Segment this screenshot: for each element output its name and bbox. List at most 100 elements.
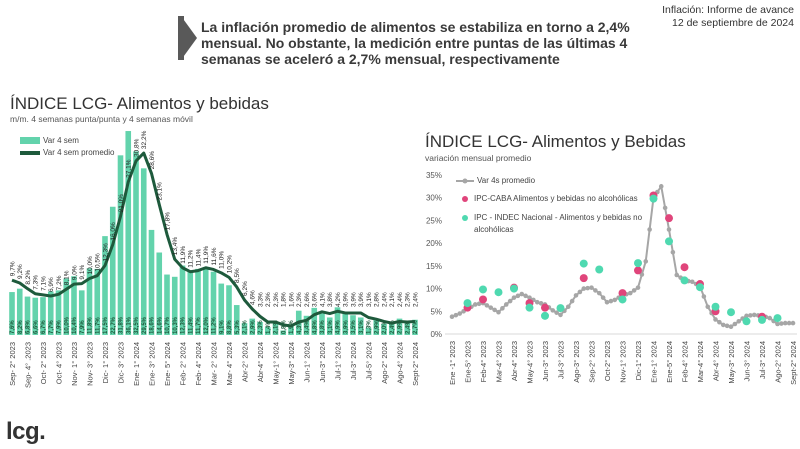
var-4s-promedio-point bbox=[732, 321, 738, 327]
line-value-label: 2,4% bbox=[397, 292, 404, 307]
line-value-label: 23,1% bbox=[157, 182, 164, 201]
bar-value-label: 3,1% bbox=[359, 320, 365, 334]
x-tick-label: Abr-4° 2024 bbox=[712, 341, 721, 381]
line-value-label: 12,3% bbox=[102, 243, 109, 262]
var-4s-promedio-point bbox=[786, 320, 792, 326]
x-tick-label: Jun-1° 2024 bbox=[303, 342, 312, 383]
bar bbox=[412, 319, 418, 335]
ipc-indec-point bbox=[618, 295, 627, 304]
bar-value-label: 6,8% bbox=[26, 320, 32, 334]
x-tick-label: Ene- 5° 2024 bbox=[163, 342, 172, 386]
var-4s-promedio-point bbox=[534, 299, 540, 305]
bar bbox=[264, 327, 271, 335]
legend-label: Var 4 sem promedio bbox=[43, 148, 115, 157]
line-value-label: 8,5% bbox=[234, 268, 241, 283]
bar bbox=[226, 285, 232, 335]
bar-value-label: 6,7% bbox=[41, 320, 47, 334]
bar bbox=[40, 297, 46, 335]
line-value-label: 2,6% bbox=[304, 292, 311, 307]
x-tick-label: Sept-2° 2024 bbox=[411, 342, 420, 386]
ipc-caba-point bbox=[634, 266, 642, 275]
x-tick-label: Feb- 4° 2024 bbox=[194, 342, 203, 385]
ipc-indec-point bbox=[727, 308, 735, 317]
lcg-logo: lcg. bbox=[6, 418, 46, 445]
ipc-indec-point bbox=[479, 285, 487, 294]
x-tick-label: Feb-4° 2023 bbox=[479, 341, 488, 382]
var-4s-promedio-point bbox=[639, 272, 645, 277]
bar bbox=[218, 283, 225, 335]
bar-value-label: 12,3% bbox=[181, 316, 187, 334]
bar bbox=[303, 315, 310, 335]
y-tick-label: 0% bbox=[430, 330, 442, 339]
line-value-label: 10,0% bbox=[87, 256, 94, 275]
bar-value-label: 2,0% bbox=[382, 320, 388, 334]
right-chart-legend: Var 4s promedio IPC-CABA Alimentos y beb… bbox=[456, 176, 656, 236]
line-value-label: 3,9% bbox=[358, 292, 365, 307]
line-value-label: 1,8% bbox=[281, 292, 288, 307]
x-tick-label: May-3° 2024 bbox=[287, 342, 296, 385]
var-4s-promedio-point bbox=[748, 313, 753, 318]
bar-value-label: 11,7% bbox=[95, 317, 101, 334]
var-4s-promedio-point bbox=[674, 272, 680, 278]
x-tick-label: Ago-2° 2024 bbox=[774, 341, 783, 383]
right-chart-title: ÍNDICE LCG- Alimentos y Bebidas bbox=[425, 132, 686, 151]
legend-label: IPC-CABA Alimentos y bebidas no alcohóli… bbox=[474, 194, 638, 203]
var-4s-promedio-point bbox=[720, 322, 726, 328]
var-4s-promedio-point bbox=[717, 319, 722, 325]
var-4s-promedio-point bbox=[631, 288, 637, 293]
x-tick-label: Oct- 2° 2023 bbox=[39, 342, 48, 384]
bar bbox=[16, 288, 23, 335]
x-tick-label: May-3° 2024 bbox=[727, 341, 736, 384]
ipc-indec-point bbox=[649, 194, 658, 203]
x-tick-label: Abr-4° 2023 bbox=[510, 341, 519, 381]
x-tick-label: Jul-3° 2023 bbox=[557, 341, 566, 379]
x-tick-label: Sep- 4° .2023 bbox=[24, 342, 33, 388]
var-4s-promedio-point bbox=[453, 312, 459, 318]
bar-value-label: 17,5% bbox=[103, 316, 109, 334]
legend-teal-dot bbox=[462, 215, 468, 221]
line-value-label: 2,8% bbox=[374, 292, 381, 307]
legend-bar-swatch bbox=[20, 137, 40, 144]
line-value-label: 2,4% bbox=[412, 292, 419, 307]
x-tick-label: Jun-3° 2024 bbox=[318, 342, 327, 383]
bar-value-label: 7,6% bbox=[10, 320, 16, 334]
x-tick-label: Oct-2° 2023 bbox=[603, 341, 612, 381]
bar bbox=[288, 324, 294, 335]
x-tick-label: Sep- 2° 2023 bbox=[8, 342, 17, 386]
ipc-indec-point bbox=[680, 276, 689, 285]
x-tick-label: Ene-5° 2024 bbox=[665, 341, 674, 383]
bar bbox=[373, 318, 380, 335]
bar-value-label: 2,9% bbox=[250, 320, 256, 334]
x-tick-label: Mar- 2° 2024 bbox=[210, 342, 219, 385]
legend-pink-dot bbox=[462, 195, 468, 202]
var-4s-promedio-line bbox=[451, 183, 793, 328]
bar-value-label: 36,1% bbox=[126, 316, 132, 334]
var-4s-promedio-point bbox=[511, 295, 517, 300]
var-4s-promedio-point bbox=[666, 227, 672, 232]
bar bbox=[125, 131, 132, 335]
line-value-label: 2,3% bbox=[296, 292, 303, 307]
line-value-label: 3,3% bbox=[257, 292, 264, 307]
x-tick-label: Oct- 4° 2023 bbox=[55, 342, 64, 384]
line-value-label: 4,6% bbox=[250, 290, 257, 305]
x-tick-label: Jul-3° 2024 bbox=[349, 342, 358, 380]
var-4s-promedio-point bbox=[558, 312, 563, 318]
bar-value-label: 2,4% bbox=[405, 320, 411, 334]
ipc-caba-point bbox=[618, 289, 627, 298]
line-value-label: 8,1% bbox=[64, 270, 71, 285]
line-value-label: 21,0% bbox=[118, 194, 125, 213]
x-tick-label: Mar-4° 2023 bbox=[495, 341, 504, 382]
var-4s-promedio-point bbox=[593, 288, 598, 293]
bar bbox=[109, 206, 116, 335]
ipc-indec-point bbox=[758, 315, 766, 324]
bar bbox=[9, 292, 15, 335]
ipc-indec-point bbox=[665, 237, 673, 246]
x-tick-label: Ene- 3° 2024 bbox=[148, 342, 157, 386]
var-4s-promedio-point bbox=[596, 290, 602, 296]
bar-value-label: 31,8% bbox=[119, 316, 125, 334]
bar bbox=[32, 297, 39, 335]
x-tick-label: Nov- 1° 2023 bbox=[70, 342, 79, 386]
bar-value-label: 2,7% bbox=[413, 320, 419, 334]
bar bbox=[257, 322, 263, 335]
